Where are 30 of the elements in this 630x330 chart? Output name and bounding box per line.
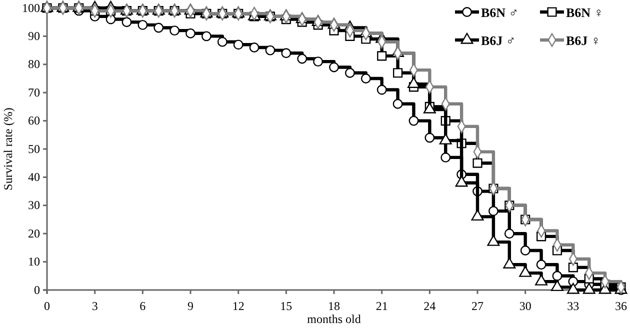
x-tick-label: 24 [424,299,436,314]
y-tick-label: 50 [28,142,40,156]
x-axis-title: months old [307,312,361,326]
legend-label: B6J ♂ [481,33,516,48]
y-tick-label: 80 [28,57,40,72]
y-tick-label: 30 [28,198,40,212]
y-tick-label: 10 [28,254,40,269]
y-axis-title: Survival rate (%) [1,108,15,190]
legend-label: B6N ♀ [566,5,604,20]
x-tick-label: 6 [140,299,146,314]
y-tick-label: 60 [28,114,40,128]
x-tick-label: 27 [472,299,484,314]
y-tick-label: 0 [34,282,40,297]
x-tick-label: 21 [376,299,388,314]
y-tick-label: 90 [28,29,40,44]
x-tick-label: 9 [188,299,194,314]
x-tick-label: 12 [232,299,244,314]
x-tick-label: 33 [567,299,580,314]
x-tick-label: 36 [615,299,627,314]
y-tick-label: 70 [28,85,40,100]
legend-label: B6J ♀ [566,33,601,48]
x-tick-label: 3 [92,299,98,314]
x-tick-label: 0 [44,299,50,314]
y-tick-label: 40 [28,170,40,184]
y-tick-label: 100 [22,0,40,15]
y-tick-label: 20 [28,226,40,240]
x-tick-label: 30 [519,299,532,314]
legend-label: B6N ♂ [481,5,519,20]
x-tick-label: 15 [280,299,292,314]
x-tick-label: 18 [328,299,340,314]
